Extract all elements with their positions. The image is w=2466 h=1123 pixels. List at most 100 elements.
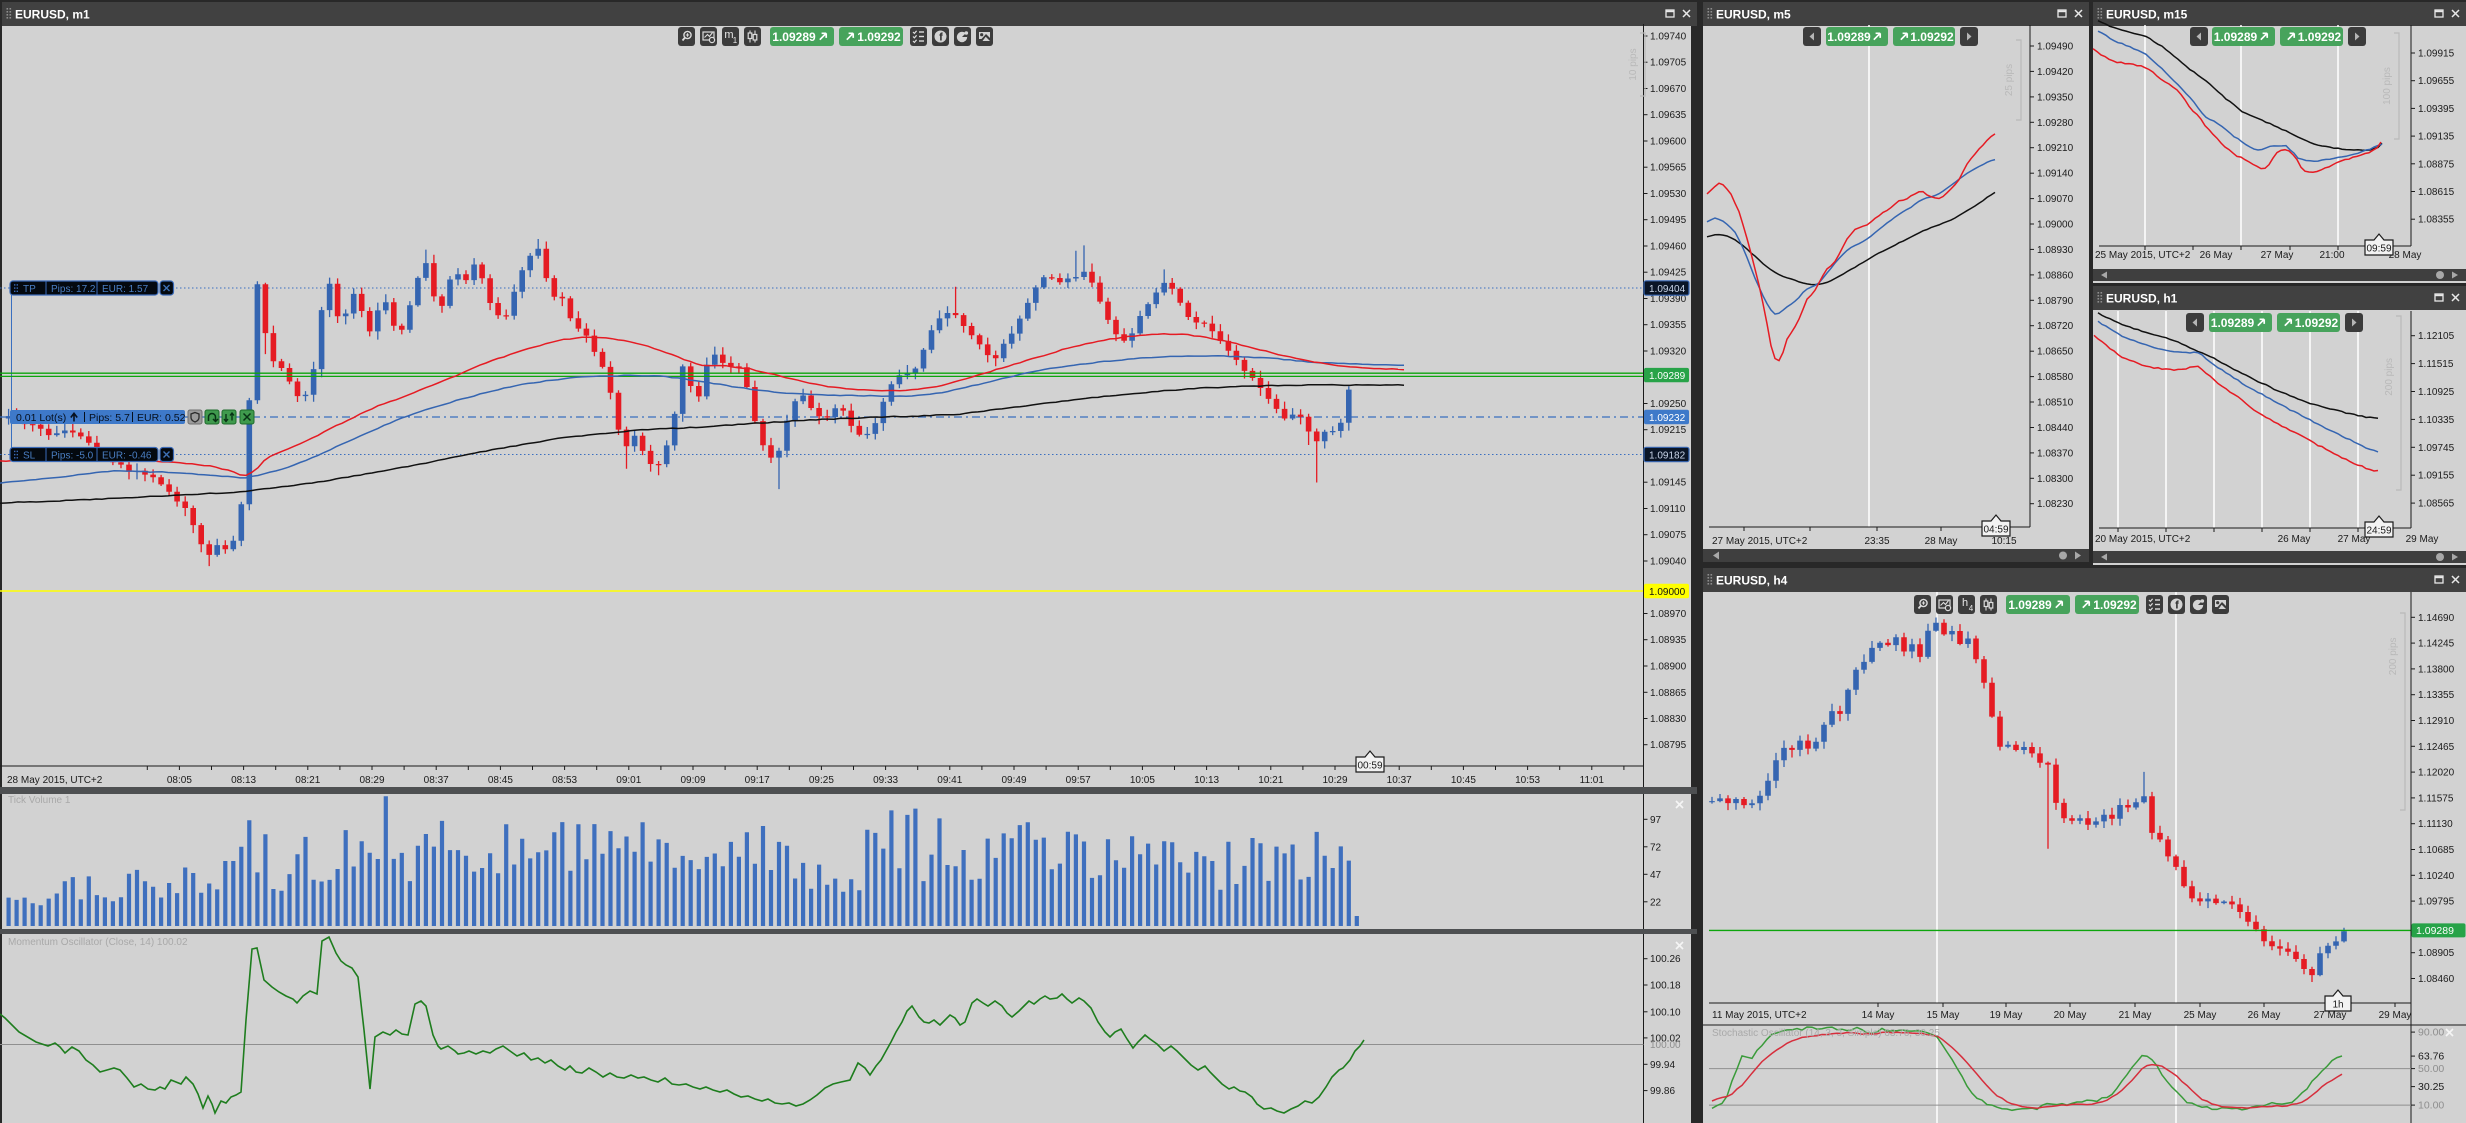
svg-text:4: 4 bbox=[1969, 604, 1974, 613]
svg-text:EURUSD, m5: EURUSD, m5 bbox=[1716, 8, 1791, 22]
svg-text:09:25: 09:25 bbox=[809, 775, 834, 786]
svg-text:1.08830: 1.08830 bbox=[1650, 714, 1687, 725]
svg-text:09:41: 09:41 bbox=[937, 775, 962, 786]
svg-text:25 May: 25 May bbox=[2184, 1010, 2217, 1021]
svg-text:1.13800: 1.13800 bbox=[2418, 664, 2455, 675]
svg-text:1h: 1h bbox=[2332, 1000, 2343, 1011]
svg-text:1.09289: 1.09289 bbox=[2214, 30, 2258, 44]
svg-text:200 pips: 200 pips bbox=[2388, 637, 2399, 675]
svg-text:26 May: 26 May bbox=[2248, 1010, 2281, 1021]
svg-text:TP: TP bbox=[23, 284, 36, 295]
svg-text:1.09395: 1.09395 bbox=[2418, 104, 2455, 115]
svg-text:1.09289: 1.09289 bbox=[2416, 925, 2454, 937]
svg-text:97: 97 bbox=[1650, 815, 1662, 826]
svg-text:1.11130: 1.11130 bbox=[2418, 819, 2453, 830]
svg-text:10:13: 10:13 bbox=[1194, 775, 1219, 786]
svg-text:1.08565: 1.08565 bbox=[2418, 499, 2455, 510]
svg-text:1.09390: 1.09390 bbox=[1650, 294, 1687, 305]
svg-text:72: 72 bbox=[1650, 842, 1662, 853]
svg-text:26 May: 26 May bbox=[2278, 534, 2311, 545]
svg-text:1.08790: 1.08790 bbox=[2037, 296, 2074, 307]
svg-text:1.08580: 1.08580 bbox=[2037, 372, 2074, 383]
svg-text:1.09110: 1.09110 bbox=[1650, 504, 1686, 515]
svg-text:28 May: 28 May bbox=[1925, 536, 1958, 547]
svg-text:1.09289: 1.09289 bbox=[772, 30, 816, 44]
svg-text:1.12020: 1.12020 bbox=[2418, 768, 2455, 779]
svg-text:1.09460: 1.09460 bbox=[1650, 242, 1687, 253]
svg-text:1.09355: 1.09355 bbox=[1650, 320, 1687, 331]
svg-text:100.10: 100.10 bbox=[1650, 1007, 1681, 1018]
svg-text:00:59: 00:59 bbox=[1357, 761, 1382, 772]
svg-text:1.08930: 1.08930 bbox=[2037, 245, 2074, 256]
svg-text:EUR: 1.57: EUR: 1.57 bbox=[102, 284, 149, 295]
svg-text:1.09292: 1.09292 bbox=[857, 30, 901, 44]
svg-text:100.18: 100.18 bbox=[1650, 981, 1681, 992]
svg-text:1.10240: 1.10240 bbox=[2418, 871, 2455, 882]
svg-text:1.08230: 1.08230 bbox=[2037, 499, 2074, 510]
svg-text:1.09289: 1.09289 bbox=[2008, 598, 2052, 612]
svg-text:1.08900: 1.08900 bbox=[1650, 662, 1687, 673]
svg-text:27 May: 27 May bbox=[2261, 250, 2294, 261]
svg-text:1.09000: 1.09000 bbox=[1649, 587, 1686, 598]
svg-text:1.09530: 1.09530 bbox=[1650, 189, 1687, 200]
svg-text:09:17: 09:17 bbox=[745, 775, 770, 786]
svg-text:1.09404: 1.09404 bbox=[1649, 284, 1686, 295]
svg-text:EUR: -0.46: EUR: -0.46 bbox=[102, 450, 152, 461]
svg-text:30.25: 30.25 bbox=[2418, 1081, 2444, 1093]
svg-text:1.13355: 1.13355 bbox=[2418, 690, 2455, 701]
svg-text:1.08300: 1.08300 bbox=[2037, 474, 2074, 485]
svg-text:1.09425: 1.09425 bbox=[1650, 268, 1687, 279]
svg-text:1.09145: 1.09145 bbox=[1650, 478, 1687, 489]
svg-text:EURUSD, m1: EURUSD, m1 bbox=[15, 8, 90, 22]
svg-text:100 pips: 100 pips bbox=[2382, 67, 2393, 105]
svg-text:27 May 2015, UTC+2: 27 May 2015, UTC+2 bbox=[1712, 536, 1808, 547]
svg-text:25 pips: 25 pips bbox=[2004, 64, 2015, 96]
svg-text:1.09292: 1.09292 bbox=[2093, 598, 2137, 612]
svg-text:100.26: 100.26 bbox=[1650, 954, 1681, 965]
svg-text:1.09155: 1.09155 bbox=[2418, 471, 2455, 482]
svg-text:1.12105: 1.12105 bbox=[2418, 331, 2455, 342]
svg-text:11:01: 11:01 bbox=[1580, 775, 1605, 786]
svg-text:1.09182: 1.09182 bbox=[1649, 450, 1686, 461]
svg-text:04:59: 04:59 bbox=[1983, 525, 2008, 536]
svg-text:1.09745: 1.09745 bbox=[2418, 443, 2455, 454]
svg-text:1.09600: 1.09600 bbox=[1650, 137, 1687, 148]
svg-text:47: 47 bbox=[1650, 870, 1662, 881]
svg-text:09:57: 09:57 bbox=[1066, 775, 1091, 786]
svg-text:1.09565: 1.09565 bbox=[1650, 163, 1687, 174]
svg-text:1.09000: 1.09000 bbox=[2037, 220, 2074, 231]
svg-text:1.11575: 1.11575 bbox=[2418, 793, 2454, 804]
svg-text:25 May 2015, UTC+2: 25 May 2015, UTC+2 bbox=[2095, 250, 2191, 261]
svg-text:1.09655: 1.09655 bbox=[2418, 76, 2455, 87]
svg-text:1.09635: 1.09635 bbox=[1650, 110, 1687, 121]
svg-text:20 May: 20 May bbox=[2054, 1010, 2087, 1021]
svg-text:m: m bbox=[724, 29, 733, 41]
svg-text:99.94: 99.94 bbox=[1650, 1060, 1675, 1071]
svg-text:1.09289: 1.09289 bbox=[1827, 30, 1871, 44]
svg-text:10 pips: 10 pips bbox=[1628, 48, 1639, 80]
svg-text:09:59: 09:59 bbox=[2366, 244, 2391, 255]
svg-text:08:29: 08:29 bbox=[359, 775, 384, 786]
svg-text:28 May: 28 May bbox=[2389, 250, 2422, 261]
svg-text:EURUSD, h1: EURUSD, h1 bbox=[2106, 292, 2178, 306]
svg-text:1.08615: 1.08615 bbox=[2418, 187, 2455, 198]
svg-text:EURUSD, h4: EURUSD, h4 bbox=[1716, 574, 1788, 588]
svg-text:1.14245: 1.14245 bbox=[2418, 639, 2455, 650]
svg-text:19 May: 19 May bbox=[1990, 1010, 2023, 1021]
svg-text:1: 1 bbox=[733, 36, 738, 45]
svg-text:h: h bbox=[1962, 597, 1968, 609]
svg-text:1.09215: 1.09215 bbox=[1650, 425, 1687, 436]
svg-text:Tick Volume 1: Tick Volume 1 bbox=[8, 795, 71, 806]
svg-text:21:00: 21:00 bbox=[2319, 250, 2344, 261]
svg-text:1.09292: 1.09292 bbox=[2295, 316, 2339, 330]
svg-text:1.08720: 1.08720 bbox=[2037, 321, 2074, 332]
svg-text:1.09705: 1.09705 bbox=[1650, 58, 1687, 69]
svg-text:1.08355: 1.08355 bbox=[2418, 215, 2455, 226]
svg-text:26 May: 26 May bbox=[2200, 250, 2233, 261]
svg-text:10:21: 10:21 bbox=[1258, 775, 1283, 786]
svg-text:1.09135: 1.09135 bbox=[2418, 132, 2455, 143]
svg-text:08:45: 08:45 bbox=[488, 775, 513, 786]
svg-text:1.09320: 1.09320 bbox=[1650, 347, 1687, 358]
svg-text:SL: SL bbox=[23, 450, 36, 461]
svg-text:10:37: 10:37 bbox=[1387, 775, 1412, 786]
